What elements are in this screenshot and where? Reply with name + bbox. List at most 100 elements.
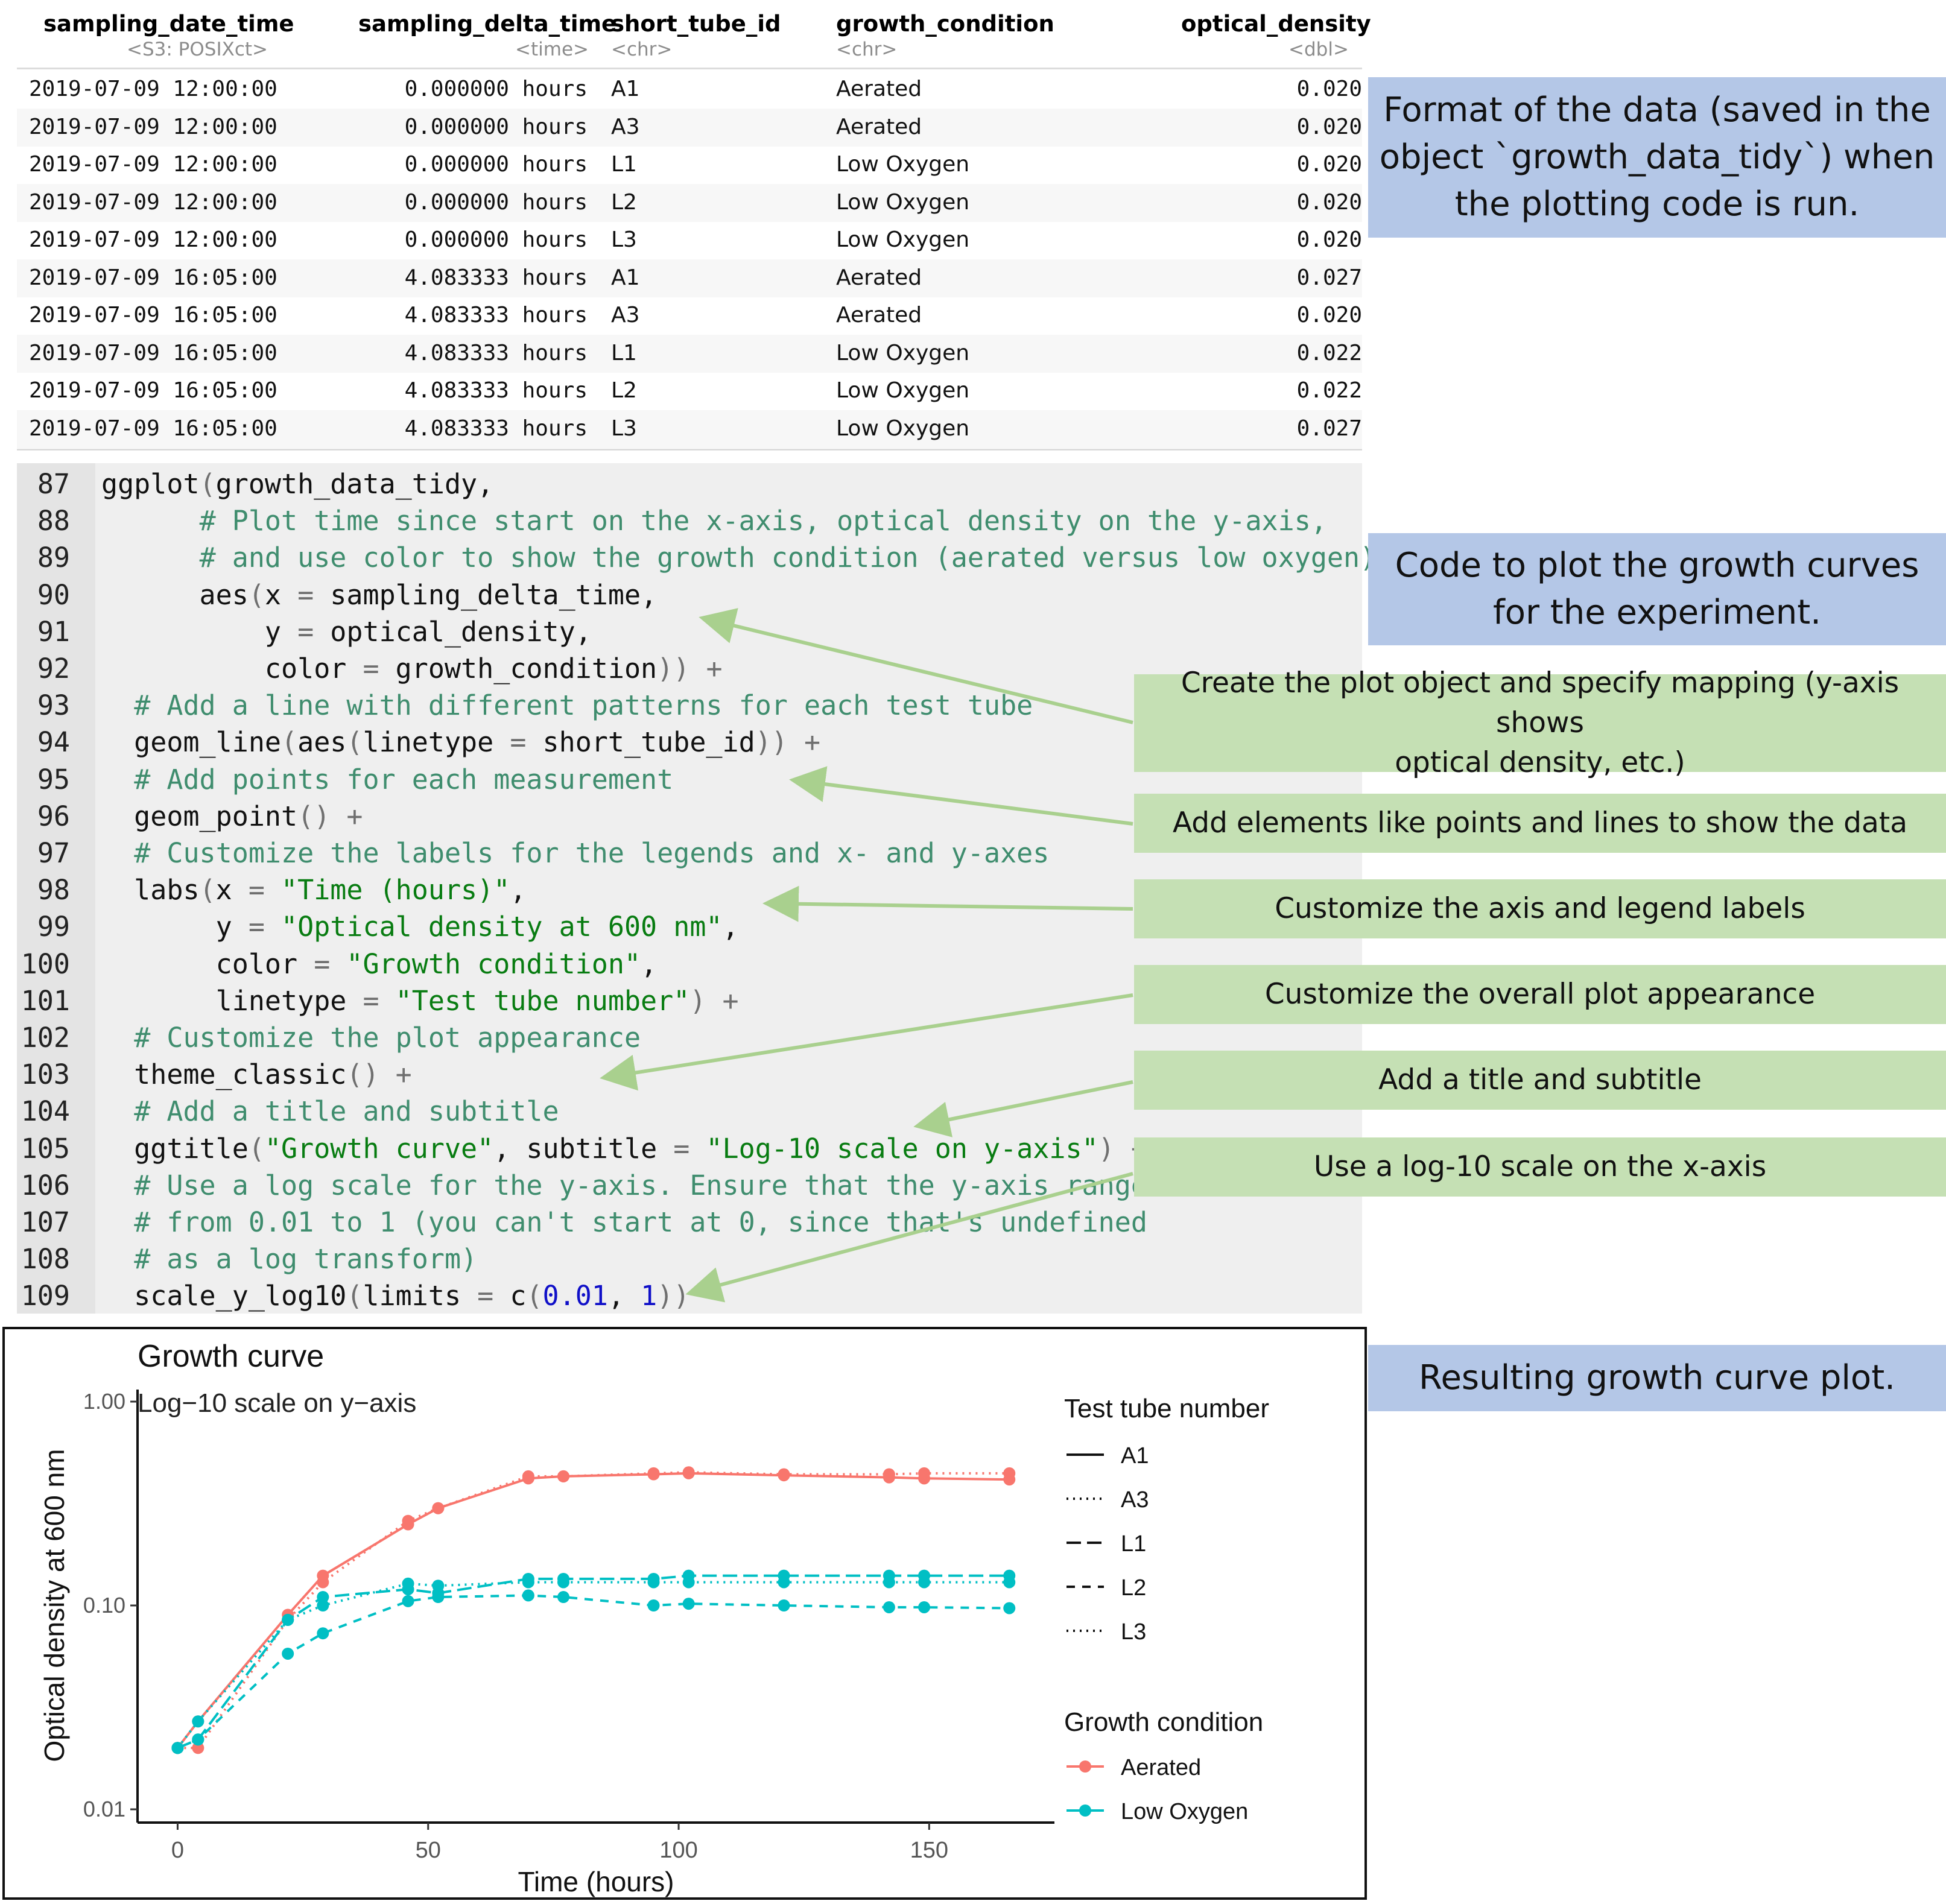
chart-title: Growth curve (138, 1339, 324, 1374)
data-point-l2 (778, 1599, 790, 1611)
callout-text: Resulting growth curve plot. (1419, 1358, 1895, 1397)
code-token: ( (248, 578, 265, 611)
code-token: # Use a log scale for the y-axis. Ensure… (134, 1169, 1164, 1201)
code-token: )) (657, 1280, 690, 1312)
code-token: c (493, 1280, 527, 1312)
column-header: short_tube_id (611, 11, 781, 37)
table-cell: 0.020 (1296, 114, 1362, 139)
data-point-l2 (317, 1627, 329, 1640)
title-callout: Add a title and subtitle (1134, 1051, 1946, 1110)
code-text: labs(x = "Time (hours)", (101, 874, 526, 906)
line-number: 87 (37, 468, 70, 500)
code-token: "Time (hours)" (281, 874, 510, 906)
code-token: color (101, 653, 363, 685)
appearance-callout: Customize the overall plot appearance (1134, 965, 1946, 1024)
table-cell: A1 (611, 77, 640, 101)
data-point-l2 (918, 1601, 931, 1613)
data-point-a3 (317, 1576, 329, 1589)
line-number: 94 (37, 726, 70, 759)
code-token: ( (281, 726, 298, 759)
code-token: scale_y_log10 (101, 1280, 347, 1312)
data-point-l2 (192, 1733, 204, 1746)
code-text: y = optical_density, (101, 616, 592, 648)
x-tick-label: 150 (910, 1838, 948, 1863)
data-point-l2 (557, 1591, 570, 1604)
code-token: linetype (363, 726, 510, 759)
code-token: short_tube_id (526, 726, 755, 759)
callout-line: for the experiment. (1493, 593, 1821, 632)
column-header: sampling_date_time (43, 11, 294, 37)
code-token: # and use color to show the growth condi… (199, 542, 1377, 574)
table-cell: L3 (611, 227, 637, 252)
data-point-a3 (402, 1514, 414, 1527)
legend-label: L3 (1121, 1619, 1146, 1645)
table-cell: 4.083333 hours (404, 303, 588, 327)
callout-text: Add elements like points and lines to sh… (1172, 806, 1908, 840)
code-token: theme_classic (101, 1058, 347, 1091)
code-line: 98 labs(x = "Time (hours)", (17, 874, 1362, 911)
code-token: = (363, 653, 379, 685)
table-cell: 2019-07-09 12:00:00 (29, 77, 277, 101)
line-number: 96 (37, 800, 70, 832)
data-point-l3 (432, 1580, 445, 1592)
code-token (101, 1169, 134, 1201)
data-point-l2 (402, 1595, 414, 1607)
table-cell: Aerated (836, 303, 922, 327)
code-token (1115, 1133, 1131, 1165)
legend-key-point (1079, 1804, 1091, 1817)
callout-text: Customize the axis and legend labels (1275, 892, 1805, 925)
code-line: 104 # Add a title and subtitle (17, 1095, 1362, 1132)
data-point-l3 (682, 1576, 695, 1589)
table-cell: 0.000000 hours (404, 227, 588, 252)
table-bottom-divider (17, 449, 1362, 451)
data-point-l3 (317, 1599, 329, 1611)
table-row: 2019-07-09 12:00:00 0.000000 hours A1 Aerat… (17, 71, 1362, 109)
code-token: = (477, 1280, 494, 1312)
code-token (101, 764, 134, 795)
data-point-l3 (192, 1715, 204, 1728)
code-text: # Plot time since start on the x-axis, o… (101, 505, 1327, 537)
table-cell: 0.000000 hours (404, 114, 588, 139)
line-number: 93 (37, 689, 70, 722)
y-tick-label: 1.00 (83, 1389, 125, 1414)
line-number: 95 (37, 763, 70, 795)
code-token: () (346, 1058, 379, 1091)
code-token (265, 874, 281, 906)
code-token (101, 1243, 134, 1275)
code-text: scale_y_log10(limits = c(0.01, 1)) (101, 1280, 689, 1312)
callout-line: the plotting code is run. (1454, 185, 1860, 224)
code-line: 92 color = growth_condition)) + (17, 653, 1362, 689)
table-cell: 0.020 (1296, 227, 1362, 252)
code-text: # and use color to show the growth condi… (101, 542, 1377, 574)
code-token: geom_point (101, 800, 298, 832)
table-cell: 0.027 (1296, 265, 1362, 290)
x-tick-label: 100 (659, 1838, 697, 1863)
line-number: 101 (21, 984, 70, 1017)
line-number: 89 (37, 542, 70, 574)
table-row: 2019-07-09 16:05:00 4.083333 hours L1 Low O… (17, 334, 1362, 373)
data-point-a3 (192, 1742, 204, 1754)
data-point-l3 (1003, 1576, 1016, 1589)
geoms-callout: Add elements like points and lines to sh… (1134, 794, 1946, 853)
growth-curve-plot: Growth curve Log−10 scale on y−axis 0.01… (2, 1327, 1367, 1900)
code-token: ggplot (101, 468, 200, 500)
table-row: 2019-07-09 16:05:00 4.083333 hours A1 Aerat… (17, 259, 1362, 297)
table-cell: 0.020 (1296, 77, 1362, 101)
table-cell: 0.020 (1296, 152, 1362, 177)
table-cell: 2019-07-09 12:00:00 (29, 152, 277, 177)
code-text: # Use a log scale for the y-axis. Ensure… (101, 1169, 1164, 1201)
table-cell: 0.020 (1296, 303, 1362, 327)
code-token: , (722, 911, 739, 943)
code-token (101, 1095, 134, 1127)
code-token: "Optical density at 600 nm" (281, 911, 723, 943)
table-cell: 4.083333 hours (404, 378, 588, 403)
code-line: 89 # and use color to show the growth co… (17, 542, 1376, 578)
data-point-a3 (883, 1468, 895, 1481)
code-line: 97 # Customize the labels for the legend… (17, 837, 1362, 874)
column-type: <chr> (611, 39, 673, 60)
table-cell: 0.022 (1296, 340, 1362, 365)
column-type: <S3: POSIXct> (127, 39, 268, 60)
line-number: 102 (21, 1022, 70, 1054)
line-number: 90 (37, 578, 70, 611)
table-cell: L2 (611, 189, 637, 215)
